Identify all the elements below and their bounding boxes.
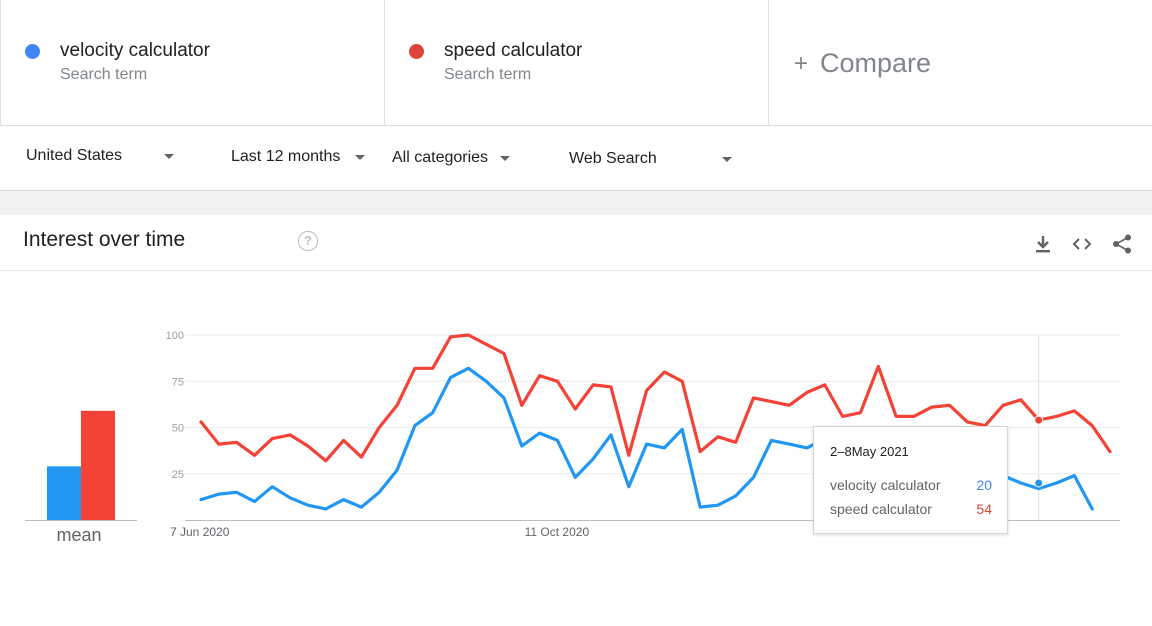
chevron-down-icon	[164, 153, 174, 159]
category-label: All categories	[392, 149, 489, 166]
highlight-point	[1034, 415, 1044, 425]
filter-bar: United States Last 12 months All categor…	[0, 126, 1152, 191]
mean-label: mean	[56, 525, 101, 545]
chevron-down-icon	[500, 155, 511, 161]
term-name[interactable]: speed calculator	[444, 40, 583, 61]
term-type: Search term	[60, 66, 148, 83]
card-title: Interest over time	[23, 228, 186, 251]
region-select[interactable]: United States	[26, 147, 174, 165]
share-icon[interactable]	[1111, 233, 1133, 255]
embed-icon[interactable]	[1071, 233, 1093, 255]
download-icon[interactable]	[1032, 233, 1054, 255]
tooltip-label: velocity calculator	[830, 477, 941, 493]
term-name[interactable]: velocity calculator	[60, 40, 210, 61]
y-tick-label: 75	[172, 376, 184, 388]
y-tick-label: 50	[172, 423, 184, 435]
category-select[interactable]: All categories	[392, 149, 511, 167]
card-header: Interest over time ?	[0, 215, 1152, 271]
time-range-select[interactable]: Last 12 months	[231, 148, 366, 166]
mean-bar-velocity	[47, 466, 81, 520]
term-type: Search term	[444, 66, 532, 83]
tooltip-row-velocity: velocity calculator 20	[830, 477, 992, 493]
region-label: United States	[26, 147, 123, 164]
y-tick-label: 100	[166, 330, 184, 342]
time-range-label: Last 12 months	[231, 148, 341, 165]
x-tick-label: 7 Jun 2020	[170, 525, 230, 539]
tooltip-label: speed calculator	[830, 501, 932, 517]
chevron-down-icon	[355, 154, 366, 160]
term-color-dot-blue	[25, 44, 40, 59]
search-type-select[interactable]: Web Search	[569, 150, 732, 168]
tooltip-value: 20	[976, 477, 992, 493]
plus-icon: +	[794, 49, 809, 77]
mean-bar-speed	[81, 410, 115, 520]
term-card-velocity[interactable]: velocity calculator Search term	[0, 0, 385, 126]
tooltip-value: 54	[976, 501, 992, 517]
term-color-dot-red	[409, 44, 424, 59]
chevron-down-icon	[722, 156, 732, 162]
highlight-point	[1034, 478, 1044, 488]
x-tick-label: 11 Oct 2020	[525, 525, 590, 539]
tooltip-date: 2–8May 2021	[830, 444, 909, 459]
hover-tooltip: 2–8May 2021 velocity calculator 20 speed…	[813, 426, 1008, 534]
compare-button[interactable]: + Compare	[794, 48, 931, 79]
compare-label: Compare	[820, 48, 932, 78]
search-terms-bar: velocity calculator Search term speed ca…	[0, 0, 1152, 126]
term-card-speed[interactable]: speed calculator Search term	[385, 0, 769, 126]
search-type-label: Web Search	[569, 150, 657, 167]
help-icon[interactable]: ?	[298, 231, 318, 251]
series-line-speed	[199, 333, 1112, 463]
tooltip-row-speed: speed calculator 54	[830, 501, 992, 517]
compare-card[interactable]	[769, 0, 1152, 126]
mean-bar-chart: mean	[25, 410, 137, 545]
interest-over-time-card: Interest over time ?	[0, 215, 1152, 626]
y-tick-label: 25	[172, 469, 184, 481]
